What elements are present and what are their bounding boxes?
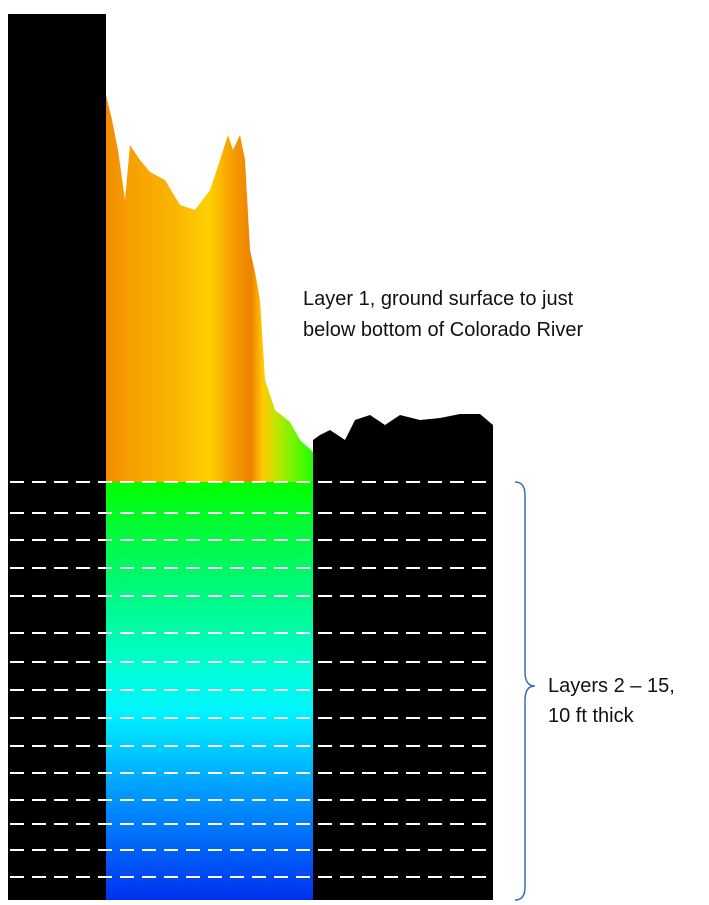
- annotation: below bottom of Colorado River: [303, 319, 583, 341]
- annotation: Layers 2 – 15,: [548, 675, 675, 697]
- annotation: 10 ft thick: [548, 705, 635, 727]
- layer-1-profile: [106, 95, 313, 482]
- brace: [515, 482, 535, 900]
- annotation: Layer 1, ground surface to just: [303, 288, 574, 310]
- right-terrain: [313, 414, 493, 900]
- diagram: Layer 1, ground surface to just below bo…: [0, 0, 709, 905]
- left-terrain: [8, 14, 106, 900]
- page: {"annotations": {"layer_1": ["Layer 1, g…: [0, 0, 709, 905]
